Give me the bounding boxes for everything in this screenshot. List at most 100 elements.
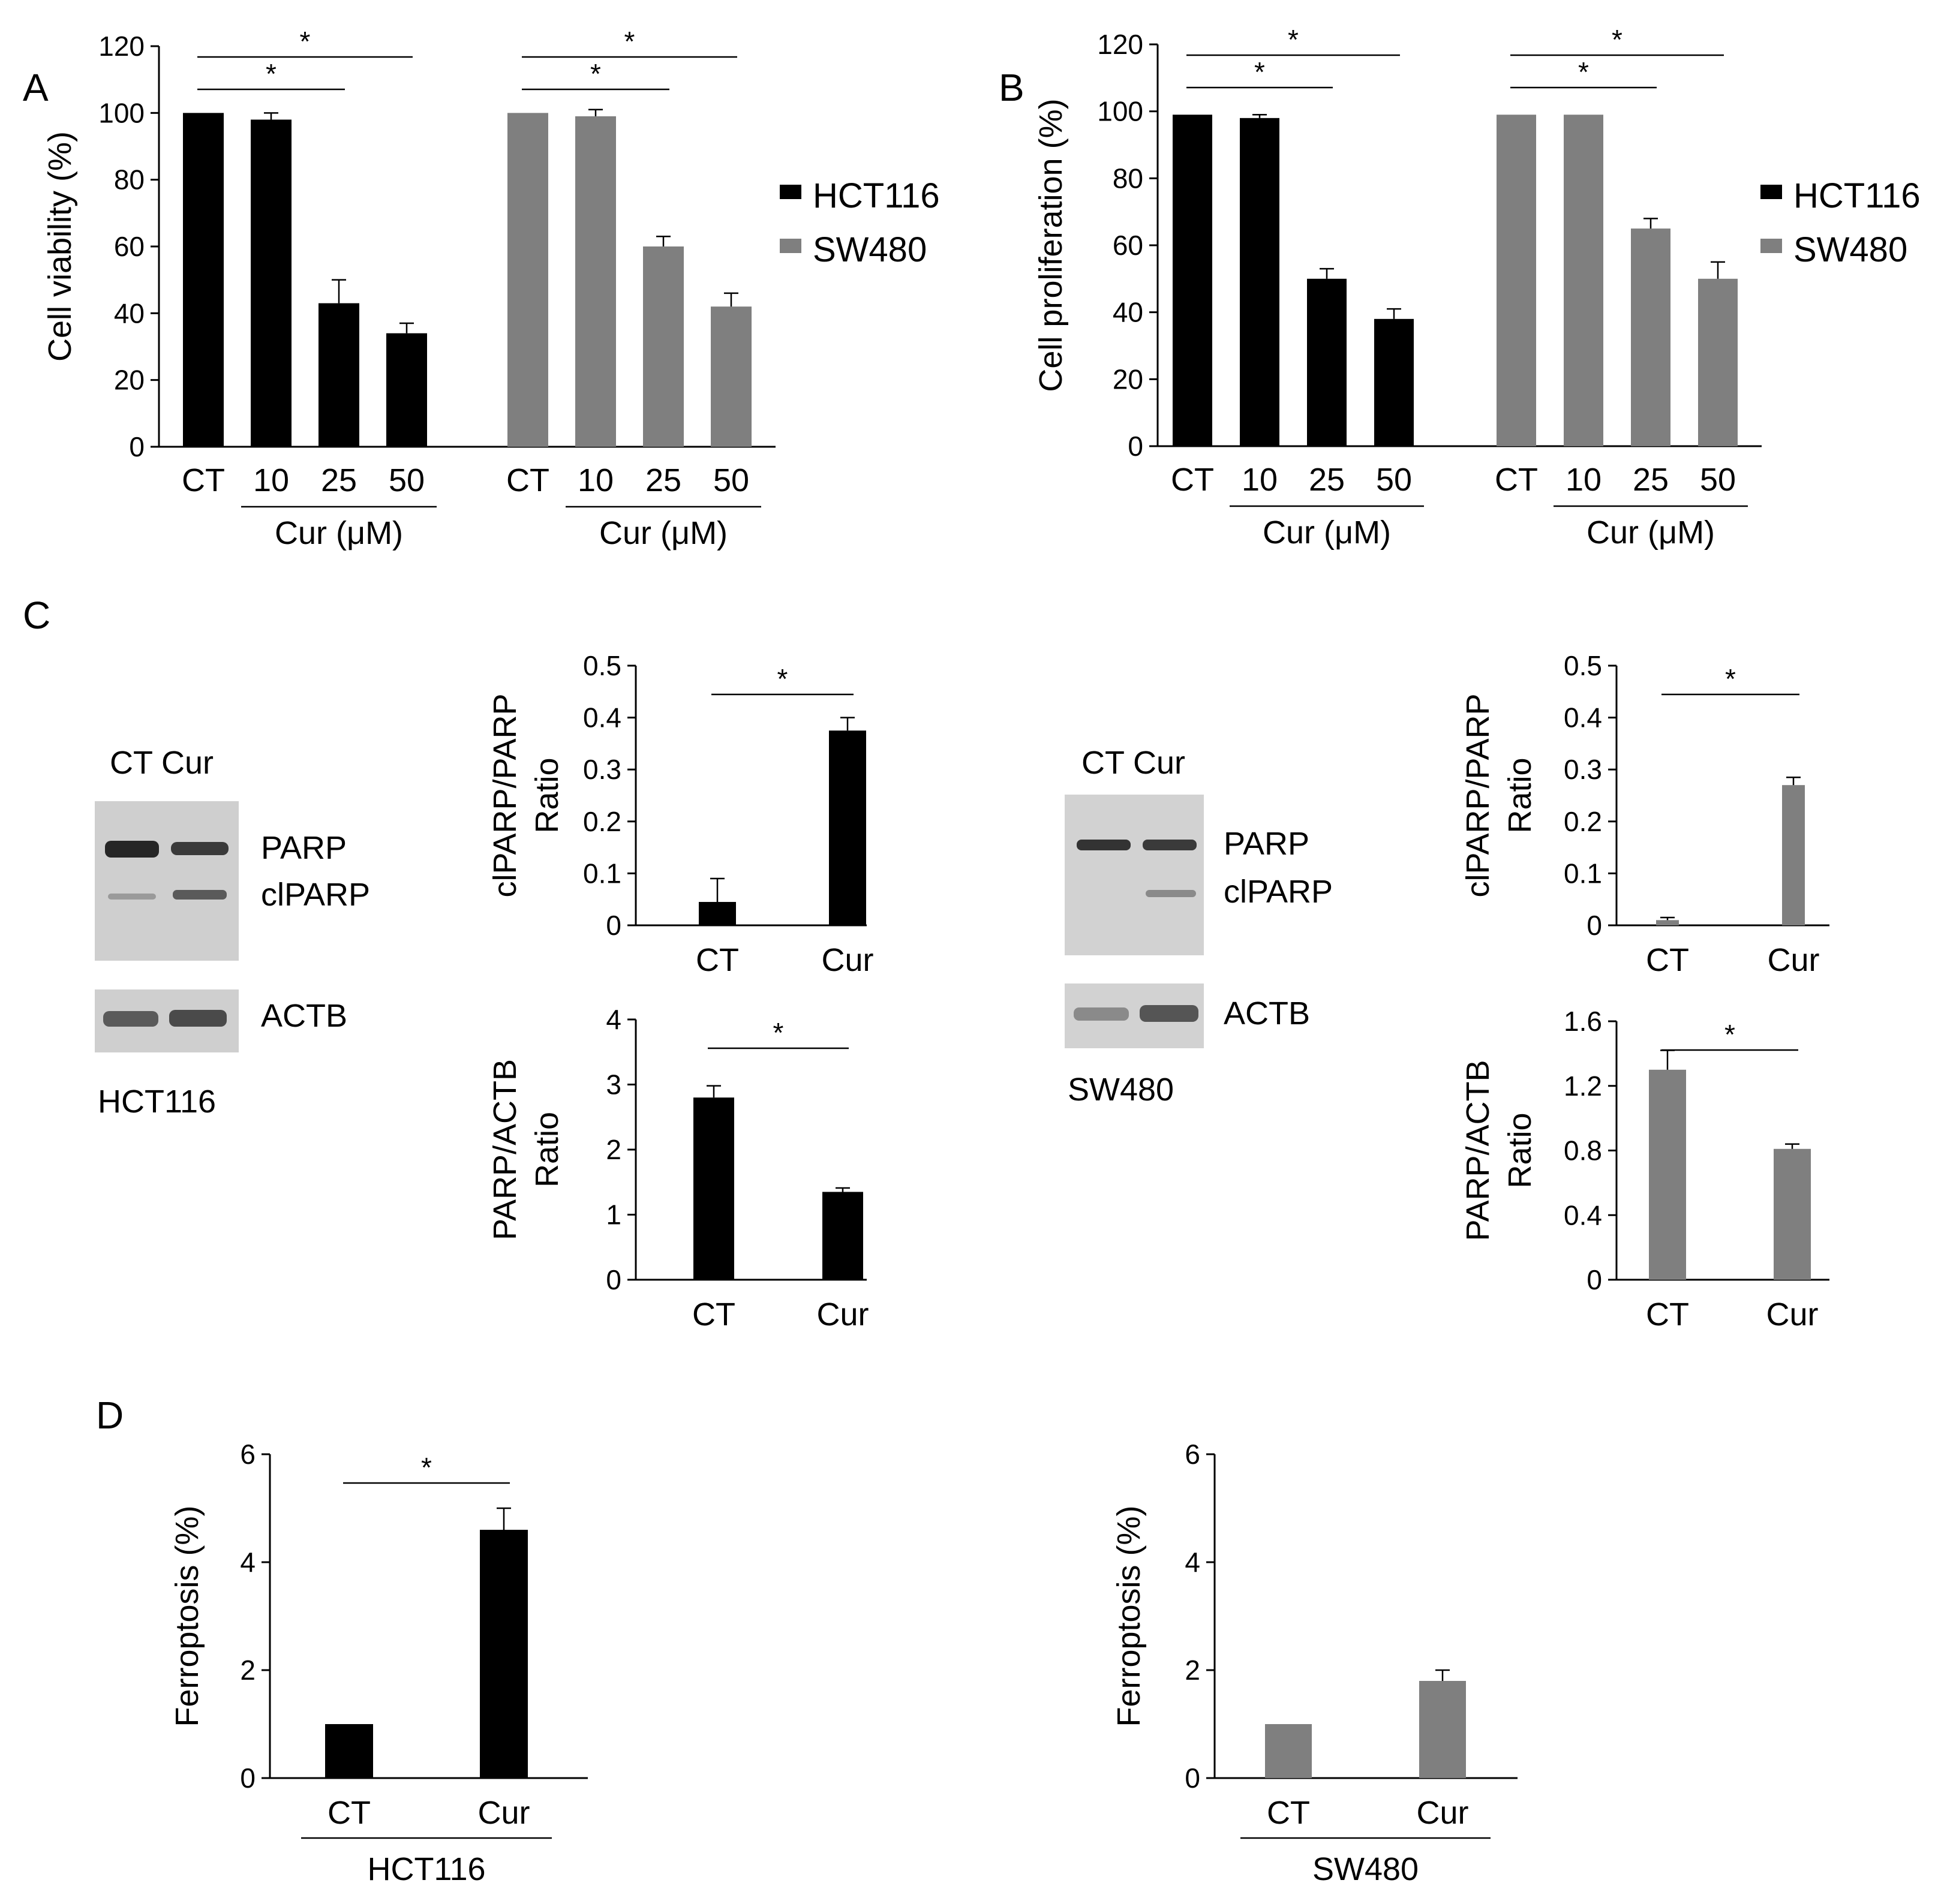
bar-hct116-50 [1374, 318, 1414, 446]
significance-star: * [421, 1452, 432, 1483]
blot-column-labels: CT Cur [1081, 745, 1185, 781]
y-tick-label: 0 [1587, 910, 1602, 941]
y-axis-label: Ferroptosis (%) [1111, 1505, 1147, 1726]
y-tick-label: 4 [606, 1004, 621, 1035]
legend-swatch-sw480 [1760, 239, 1782, 253]
significance-star: * [266, 58, 277, 89]
bar-sw480-50 [711, 306, 752, 447]
x-category-label: 50 [713, 462, 749, 498]
chart-hct116-clparp-ratio: 0 0.1 0.2 0.3 0.4 0.5 clPARP/PARP Ratio CT Cur * [487, 650, 874, 978]
blot-band-actb-cur [169, 1010, 227, 1027]
y-tick-label: 0.5 [1564, 650, 1602, 681]
y-axis-label: PARP/ACTB [487, 1059, 523, 1240]
y-tick-label: 4 [1185, 1547, 1200, 1578]
bar-sw480-ct [507, 113, 548, 447]
legend-label-sw480: SW480 [1793, 230, 1907, 269]
bar-hct116-25 [319, 303, 359, 447]
x-category-label: Cur [1416, 1795, 1468, 1831]
chart-cell-proliferation: 0 20 40 60 80 100 120 Cell proliferation (%) CT 1… [1033, 24, 1921, 551]
significance-star: * [1725, 663, 1736, 694]
y-tick-label: 60 [114, 231, 145, 262]
y-tick-label: 60 [1113, 230, 1143, 261]
y-tick-label: 0 [606, 910, 621, 941]
x-category-label: Cur [1767, 942, 1819, 978]
x-category-label: CT [327, 1795, 371, 1831]
y-tick-label: 0.4 [1564, 1199, 1602, 1231]
blot-hct116: CT Cur PARP clPARP ACTB HCT116 [95, 745, 370, 1120]
bar-sw480-10 [1564, 115, 1603, 446]
y-tick-label: 1.6 [1564, 1006, 1602, 1037]
panel-label-d: D [96, 1394, 124, 1437]
x-category-label: 50 [1376, 462, 1412, 498]
significance-star: * [777, 663, 788, 694]
blot-band-parp-ct [105, 841, 159, 858]
panel-label-a: A [23, 66, 49, 109]
bar-hct116-10 [251, 119, 292, 447]
bar-sw480-10 [575, 116, 616, 447]
x-category-label: CT [506, 462, 549, 498]
y-tick-label: 100 [1097, 96, 1143, 127]
y-axis-label: Ferroptosis (%) [169, 1505, 205, 1726]
significance-star: * [1612, 24, 1622, 55]
bar-hct116-25 [1307, 278, 1347, 446]
bar-ct [699, 902, 736, 925]
y-axis-label: Cell viability (%) [42, 131, 78, 362]
legend-swatch-hct116 [780, 185, 801, 199]
chart-sw480-parp-actb-ratio: 0 0.4 0.8 1.2 1.6 PARP/ACTB Ratio CT Cur * [1460, 1006, 1829, 1333]
y-axis-label: clPARP/PARP [487, 693, 523, 897]
bar-cur [480, 1530, 528, 1778]
blot-label-actb: ACTB [261, 998, 347, 1034]
blot-label-parp: PARP [261, 830, 347, 866]
x-category-label: 10 [1242, 462, 1278, 498]
chart-sw480-ferroptosis: 0 2 4 6 Ferroptosis (%) CT Cur SW480 [1111, 1439, 1518, 1887]
x-category-label: 10 [1566, 462, 1602, 498]
x-category-label: 10 [253, 462, 289, 498]
y-axis-label: Cell proliferation (%) [1033, 98, 1069, 392]
y-tick-label: 0.2 [583, 806, 621, 837]
significance-star: * [300, 26, 311, 57]
y-tick-label: 20 [1113, 363, 1143, 395]
x-category-label: CT [1171, 462, 1214, 498]
significance-star: * [1578, 56, 1589, 88]
x-category-label: Cur [816, 1297, 869, 1333]
bar-cur [1774, 1148, 1811, 1280]
significance-star: * [1288, 24, 1299, 55]
x-group-label: Cur (μM) [1587, 515, 1715, 551]
y-tick-label: 2 [240, 1655, 256, 1686]
y-tick-label: 120 [98, 31, 145, 62]
significance-star: * [624, 26, 635, 57]
bar-cur [822, 1192, 863, 1280]
x-category-label: CT [182, 462, 225, 498]
y-tick-label: 100 [98, 97, 145, 128]
y-tick-label: 20 [114, 365, 145, 396]
y-tick-label: 0 [240, 1762, 256, 1794]
blot-label-clparp: clPARP [1224, 874, 1333, 910]
blot-band-parp-cur [1143, 840, 1197, 850]
legend-label-sw480: SW480 [813, 230, 927, 269]
y-tick-label: 0.8 [1564, 1135, 1602, 1166]
x-category-label: CT [1267, 1795, 1310, 1831]
y-tick-label: 80 [114, 164, 145, 195]
x-category-label: CT [1646, 1297, 1689, 1333]
x-category-label: Cur [1766, 1297, 1818, 1333]
x-category-label: 50 [389, 462, 425, 498]
y-tick-label: 1 [606, 1199, 621, 1231]
blot-label-actb: ACTB [1224, 995, 1310, 1031]
chart-hct116-parp-actb-ratio: 0 1 2 3 4 PARP/ACTB Ratio CT Cur * [487, 1004, 869, 1333]
significance-star: * [1254, 56, 1265, 88]
bar-hct116-ct [1173, 115, 1212, 446]
x-group-label: SW480 [1312, 1851, 1419, 1887]
y-tick-label: 0.5 [583, 650, 621, 681]
y-tick-label: 40 [114, 297, 145, 329]
y-axis-label: clPARP/PARP [1460, 693, 1496, 897]
x-category-label: CT [1495, 462, 1538, 498]
y-axis-label: PARP/ACTB [1460, 1060, 1496, 1241]
bar-hct116-10 [1240, 118, 1279, 447]
chart-cell-viability: 0 20 40 60 80 100 120 Cell viability (%) CT 10 25 5… [42, 26, 940, 551]
x-category-label: 25 [321, 462, 357, 498]
x-group-label: HCT116 [367, 1851, 485, 1887]
x-category-label: CT [696, 942, 739, 978]
y-axis-label-2: Ratio [1502, 757, 1538, 833]
x-category-label: 25 [1309, 462, 1345, 498]
